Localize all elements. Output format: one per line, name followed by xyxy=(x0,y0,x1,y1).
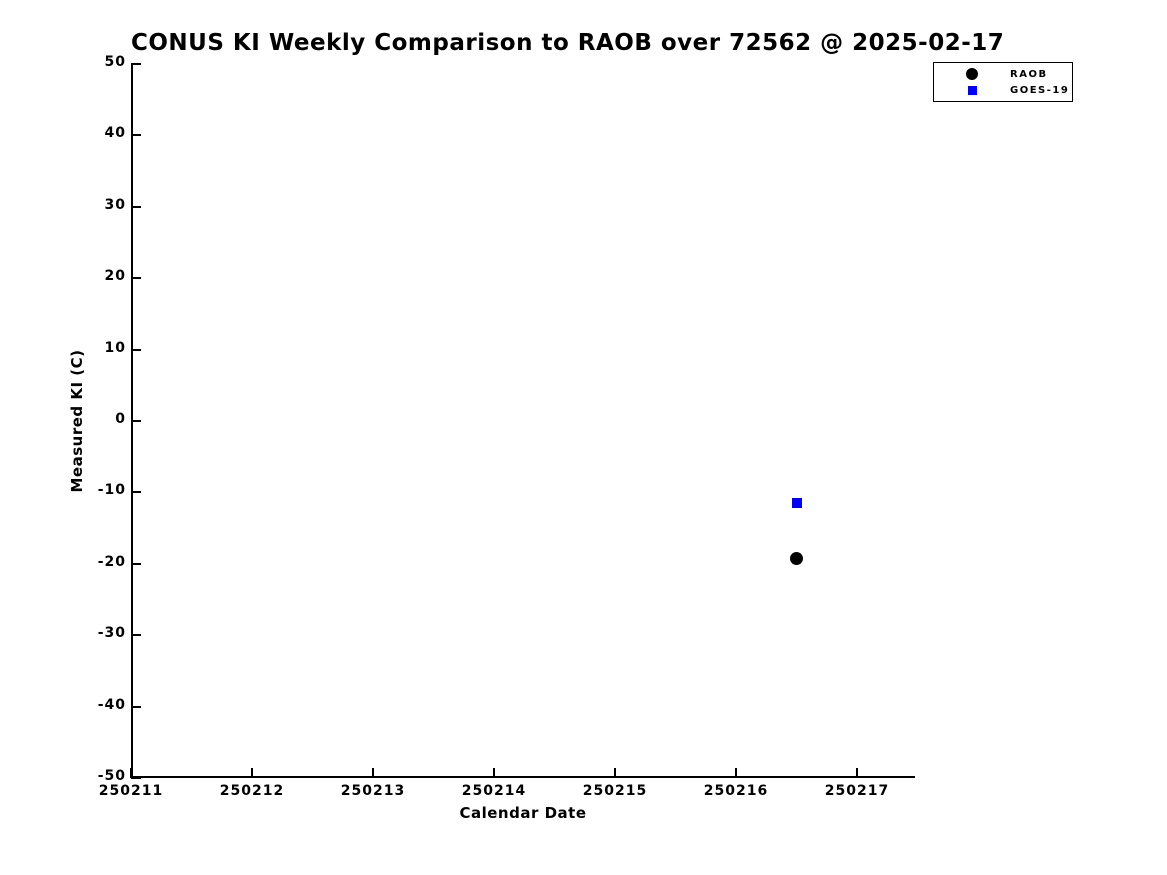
x-tick-label: 250211 xyxy=(98,783,164,799)
x-tick-label: 250214 xyxy=(461,783,527,799)
plot-area xyxy=(131,64,915,778)
x-tick-mark xyxy=(614,768,616,778)
y-tick-label: 50 xyxy=(104,54,126,70)
x-tick-mark xyxy=(251,768,253,778)
y-tick-mark xyxy=(131,634,141,637)
y-tick-mark xyxy=(131,705,141,708)
y-tick-label: 10 xyxy=(104,339,126,356)
y-axis-title: Measured KI (C) xyxy=(68,349,86,493)
square-marker-icon xyxy=(967,85,977,95)
y-tick-label: -30 xyxy=(97,625,126,642)
y-tick-label: 40 xyxy=(104,125,126,142)
y-tick-mark xyxy=(131,205,141,208)
y-tick-mark xyxy=(131,491,141,494)
x-tick-label: 250217 xyxy=(824,783,890,799)
x-tick-mark xyxy=(372,768,374,778)
legend-box: RAOB GOES-19 xyxy=(933,62,1073,102)
x-tick-mark xyxy=(856,768,858,778)
y-tick-mark xyxy=(131,777,141,779)
y-tick-mark xyxy=(131,420,141,422)
y-tick-label: 0 xyxy=(115,411,126,427)
y-tick-label: 30 xyxy=(104,196,126,213)
y-tick-mark xyxy=(131,277,141,280)
circle-marker-icon xyxy=(966,68,978,80)
x-axis-title: Calendar Date xyxy=(459,804,587,822)
x-tick-label: 250216 xyxy=(703,783,769,799)
y-tick-mark xyxy=(131,348,141,351)
y-tick-label: 20 xyxy=(104,268,126,285)
data-point-raob xyxy=(790,551,803,565)
x-tick-label: 250215 xyxy=(582,783,648,799)
x-tick-label: 250213 xyxy=(340,783,406,799)
legend-label: RAOB xyxy=(1010,68,1048,80)
legend-entry-raob: RAOB xyxy=(934,67,1072,82)
x-tick-label: 250212 xyxy=(219,783,285,799)
legend-marker-cell xyxy=(934,68,1010,80)
chart-title: CONUS KI Weekly Comparison to RAOB over … xyxy=(131,30,1005,56)
y-tick-mark xyxy=(131,562,141,565)
x-tick-mark xyxy=(130,768,132,778)
legend-marker-cell xyxy=(934,85,1010,95)
y-tick-mark xyxy=(131,63,141,65)
y-tick-mark xyxy=(131,134,141,137)
data-point-goes-19 xyxy=(791,498,802,509)
legend-label: GOES-19 xyxy=(1010,84,1070,96)
y-tick-label: -10 xyxy=(97,482,126,499)
y-tick-label: -40 xyxy=(97,696,126,713)
x-tick-mark xyxy=(493,768,495,778)
y-tick-label: -20 xyxy=(97,553,126,570)
x-tick-mark xyxy=(735,768,737,778)
legend-entry-goes-19: GOES-19 xyxy=(934,83,1072,98)
y-tick-label: -50 xyxy=(97,768,126,784)
